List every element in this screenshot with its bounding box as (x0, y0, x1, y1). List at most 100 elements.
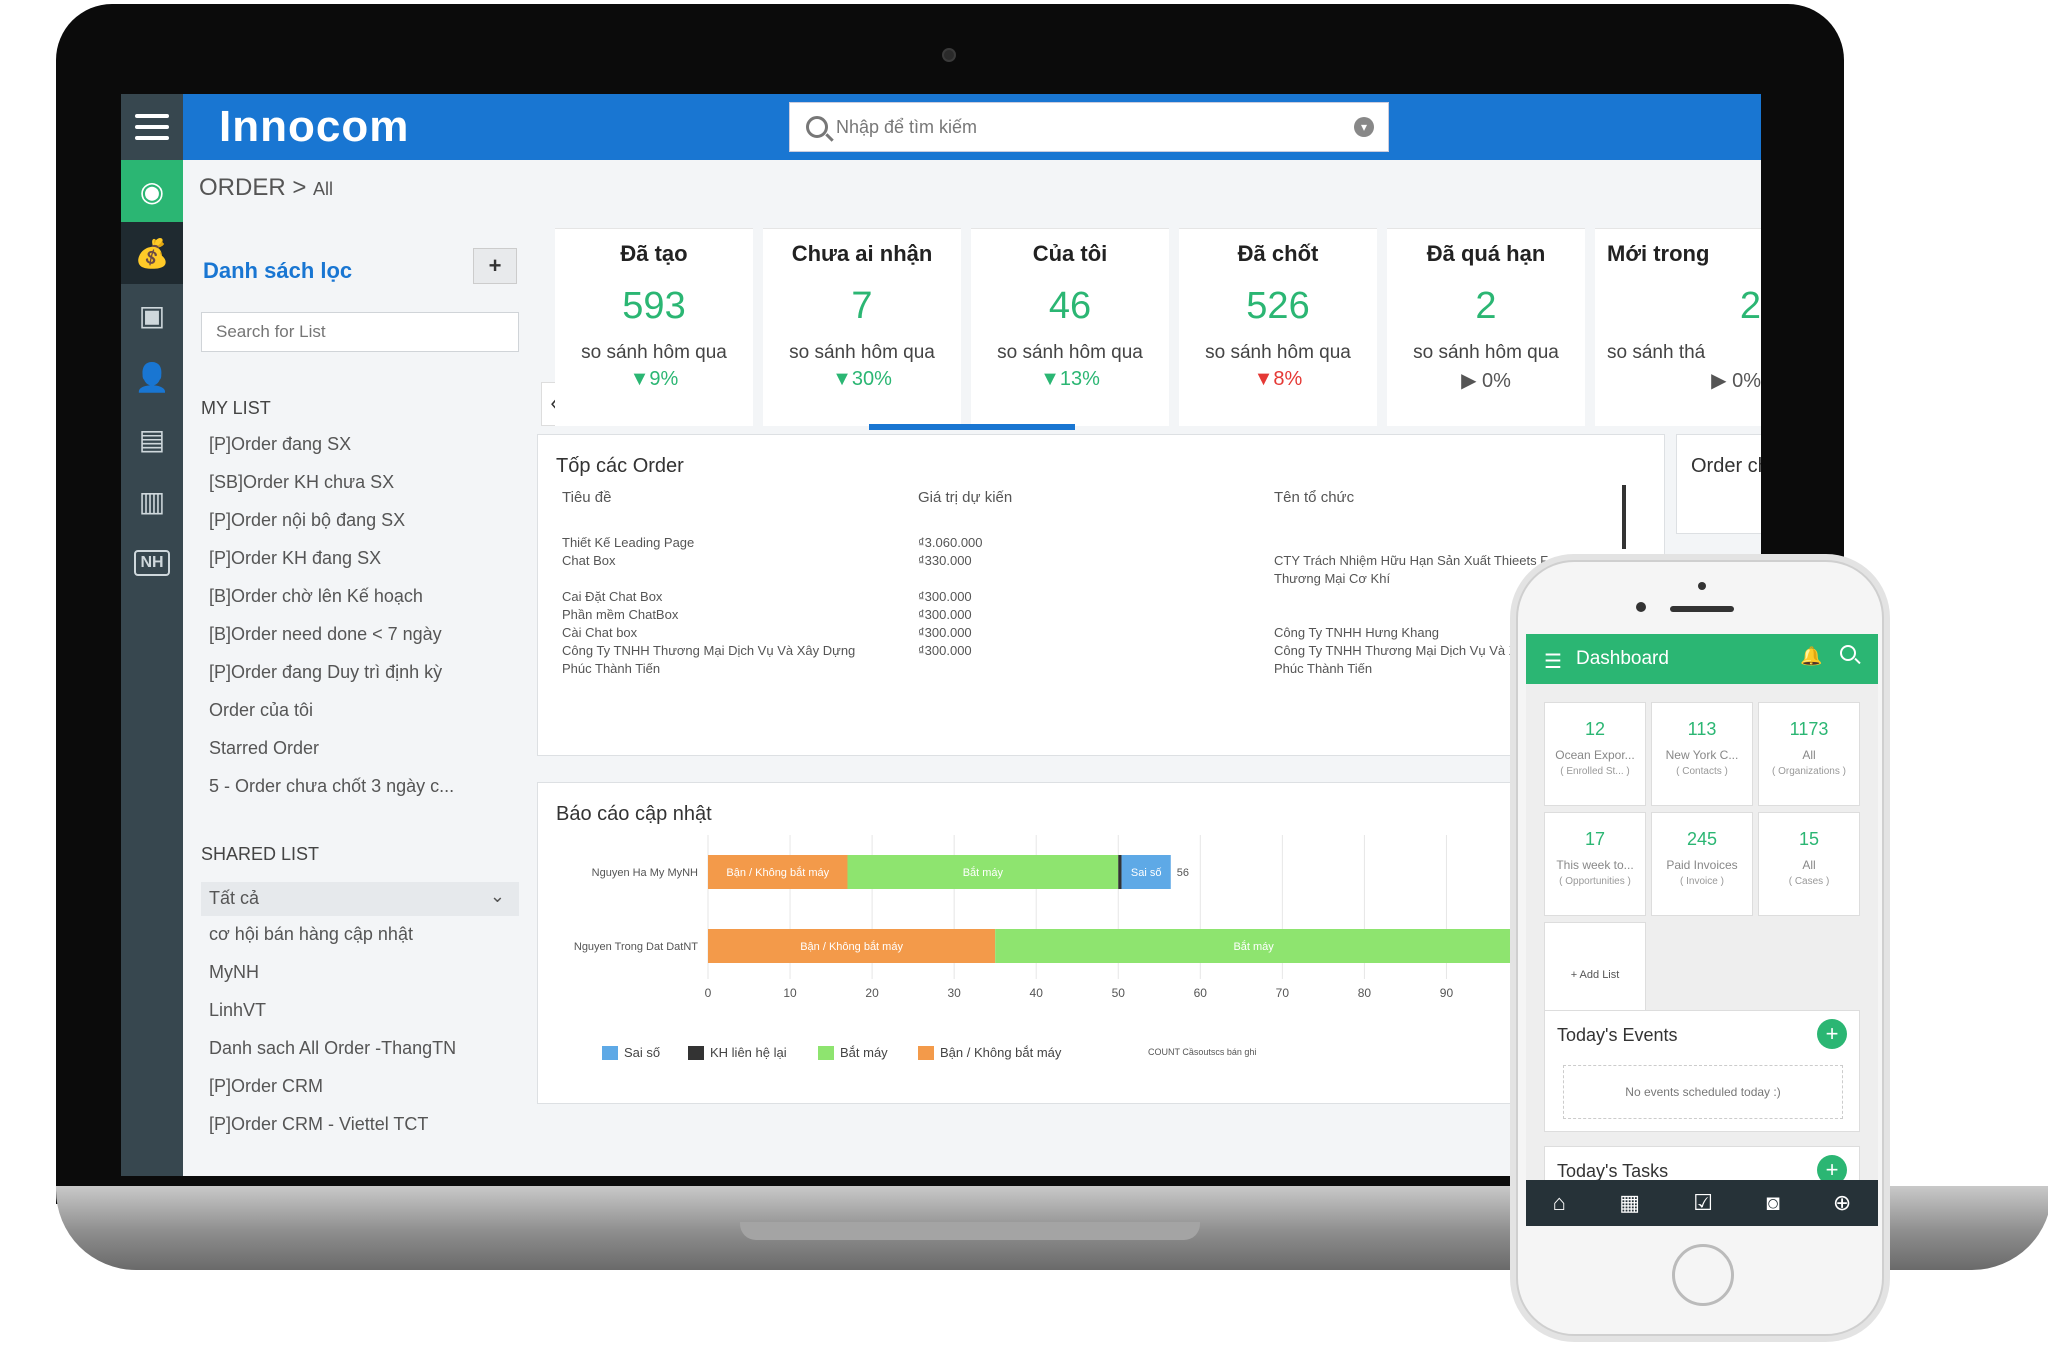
column-header[interactable]: Tên tổ chức (1274, 489, 1355, 506)
chevron-down-icon[interactable]: ▾ (1354, 117, 1374, 137)
stat-change: ▼8% (1253, 368, 1303, 390)
list-item[interactable]: LinhVT (209, 1000, 267, 1020)
column-header[interactable]: Tiêu đề (562, 489, 612, 506)
order-title[interactable]: Phần mềm ChatBox (562, 607, 679, 622)
legend-item[interactable]: KH liên hệ lại (688, 1045, 787, 1060)
shared-list-select[interactable]: Tất cả ⌄ (201, 882, 519, 916)
mobile-bottom-nav: ⌂ ▦ ☑ ◙ ⊕ (1526, 1180, 1878, 1226)
order-title[interactable]: Phúc Thành Tiến (562, 661, 661, 676)
stat-card[interactable]: Chưa ai nhận 7 so sánh hôm qua ▼30% (763, 228, 961, 426)
stat-card[interactable]: Đã chốt 526 so sánh hôm qua ▼8% (1179, 228, 1377, 426)
add-list-button[interactable]: + (473, 248, 517, 284)
building-icon[interactable]: ▥ (138, 485, 166, 517)
dashboard-tile[interactable]: 1173 All ( Organizations ) (1758, 702, 1860, 806)
list-item[interactable]: MyNH (209, 962, 259, 982)
list-item[interactable]: [P]Order đang SX (209, 434, 352, 454)
menu-icon[interactable] (121, 94, 183, 160)
top-header: Innocom ▾ (121, 94, 1761, 160)
y-category-label: Nguyen Ha My MyNH (592, 867, 698, 879)
search-icon[interactable] (1840, 645, 1856, 661)
search-input[interactable] (836, 111, 1336, 143)
list-item[interactable]: 5 - Order chưa chốt 3 ngày c... (209, 776, 455, 796)
app-logo[interactable]: Innocom (219, 102, 410, 151)
list-item[interactable]: [B]Order need done < 7 ngày (209, 624, 442, 644)
stat-card[interactable]: Của tôi 46 so sánh hôm qua ▼13% (971, 228, 1169, 426)
money-bag-icon[interactable]: 💰 (121, 222, 183, 284)
search-icon (806, 116, 828, 138)
stat-change: ▼30% (832, 368, 892, 390)
bar-segment-label: Sai số (1131, 867, 1162, 879)
order-org[interactable]: Thương Mại Cơ Khí (1274, 571, 1391, 586)
list-item[interactable]: Danh sach All Order -ThangTN (209, 1038, 457, 1058)
order-title[interactable]: Chat Box (562, 553, 616, 568)
quote-icon[interactable]: ▤ (138, 423, 166, 455)
list-item[interactable]: [P]Order nội bộ đang SX (209, 510, 406, 530)
phone-home-button[interactable] (1672, 1244, 1734, 1306)
left-rail: ◉ 💰 ▣ 👤 ▤ ▥ NH (121, 160, 183, 1176)
nh-icon[interactable]: NH (121, 532, 183, 594)
order-title[interactable]: Cài Chat box (562, 625, 638, 640)
x-tick-label: 60 (1194, 986, 1208, 1000)
list-item[interactable]: Order của tôi (209, 700, 314, 720)
user-icon[interactable]: 👤 (134, 361, 170, 393)
list-item[interactable]: Starred Order (209, 738, 320, 758)
events-empty: No events scheduled today :) (1563, 1065, 1843, 1119)
breadcrumb-root[interactable]: ORDER (199, 174, 286, 201)
dashboard-tile[interactable]: 15 All ( Cases ) (1758, 812, 1860, 916)
checkbox-icon[interactable]: ☑ (1693, 1190, 1714, 1215)
order-title[interactable]: Thiết Kế Leading Page (562, 535, 695, 550)
stat-card[interactable]: Mới trong 2 so sánh thá ▶ 0% (1595, 228, 1761, 426)
plus-circle-icon[interactable]: ⊕ (1832, 1190, 1852, 1215)
phone-device: ☰ Dashboard 🔔 12 Ocean Expor... ( Enroll… (1516, 560, 1884, 1336)
list-item[interactable]: [SB]Order KH chưa SX (209, 472, 395, 492)
dashboard-tile[interactable]: 113 New York C... ( Contacts ) (1651, 702, 1753, 806)
stat-card[interactable]: Đã quá hạn 2 so sánh hôm qua ▶ 0% (1387, 228, 1585, 426)
list-item[interactable]: cơ hội bán hàng cập nhật (209, 924, 413, 944)
x-tick-label: 0 (705, 986, 712, 1000)
dashboard-icon[interactable]: ◉ (121, 160, 183, 222)
menu-icon[interactable]: ☰ (1544, 651, 1562, 673)
order-value: ₫330.000 (918, 553, 972, 568)
order-title[interactable]: Công Ty TNHH Thương Mại Dịch Vụ Và Xây D… (562, 643, 856, 658)
stat-compare: so sánh hôm qua (1205, 342, 1351, 363)
home-icon[interactable]: ⌂ (1552, 1190, 1566, 1215)
dashboard-tile[interactable]: 12 Ocean Expor... ( Enrolled St... ) (1544, 702, 1646, 806)
calendar-icon[interactable]: ▦ (1619, 1190, 1641, 1215)
contact-card-icon[interactable]: ▣ (138, 299, 166, 331)
tile-count: 12 (1584, 719, 1606, 739)
scrollbar[interactable] (1622, 485, 1626, 549)
list-item[interactable]: [P]Order CRM - Viettel TCT (209, 1114, 429, 1134)
camera-icon[interactable]: ◙ (1766, 1190, 1780, 1215)
tile-label: All (1802, 858, 1816, 872)
column-header[interactable]: Giá trị dự kiến (918, 489, 1013, 506)
filter-panel: Danh sách lọc + MY LIST [P]Order đang SX… (183, 224, 531, 1176)
dashboard-tile[interactable]: 17 This week to... ( Opportunities ) (1544, 812, 1646, 916)
add-event-button[interactable]: + (1817, 1019, 1847, 1049)
order-org[interactable]: Công Ty TNHH Thương Mại Dịch Vụ Và X (1274, 643, 1518, 658)
legend-item[interactable]: Bận / Không bắt máy (918, 1045, 1061, 1060)
legend-item[interactable]: Bắt máy (818, 1045, 888, 1060)
order-org[interactable]: Phúc Thành Tiến (1274, 661, 1373, 676)
bell-icon[interactable]: 🔔 (1800, 646, 1823, 666)
add-list-tile[interactable]: + Add List (1544, 922, 1646, 1026)
stat-title: Mới trong (1607, 241, 1710, 266)
list-item[interactable]: [B]Order chờ lên Kế hoạch (209, 586, 423, 606)
order-title[interactable]: Cai Đặt Chat Box (562, 589, 663, 604)
list-item[interactable]: [P]Order CRM (209, 1076, 324, 1096)
list-item[interactable]: [P]Order KH đang SX (209, 548, 382, 568)
stat-title: Chưa ai nhận (791, 241, 933, 266)
list-search-input[interactable] (201, 312, 519, 352)
stat-title: Đã quá hạn (1426, 241, 1546, 266)
my-list-heading: MY LIST (201, 398, 271, 418)
search-box[interactable]: ▾ (789, 102, 1389, 152)
list-item[interactable]: [P]Order đang Duy trì định kỳ (209, 662, 443, 682)
dashboard-tile[interactable]: 245 Paid Invoices ( Invoice ) (1651, 812, 1753, 916)
mobile-title: Dashboard (1576, 648, 1669, 669)
order-org[interactable]: Công Ty TNHH Hưng Khang (1274, 625, 1440, 640)
legend-item[interactable]: Sai số (602, 1045, 660, 1060)
bar-segment (847, 855, 1119, 889)
order-value: ₫300.000 (918, 625, 972, 640)
order-org[interactable]: CTY Trách Nhiệm Hữu Hạn Sản Xuất Thieets… (1274, 553, 1549, 568)
stat-card[interactable]: Đã tạo 593 so sánh hôm qua ▼9% (555, 228, 753, 426)
tile-count: 17 (1584, 829, 1606, 849)
